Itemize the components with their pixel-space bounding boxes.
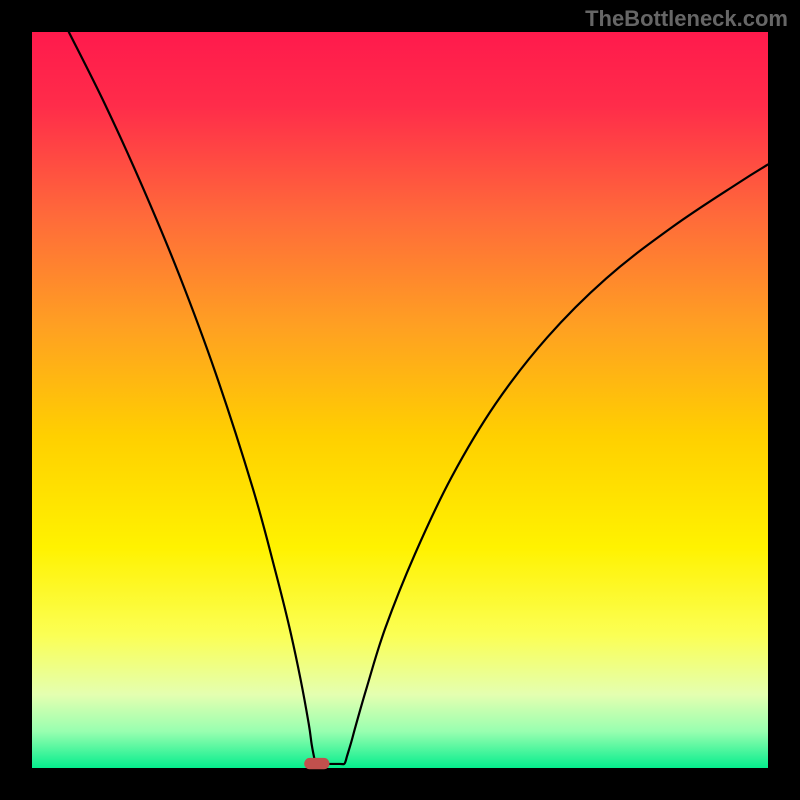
optimal-marker xyxy=(305,758,329,768)
watermark-text: TheBottleneck.com xyxy=(585,6,788,32)
plot-background xyxy=(32,32,768,768)
bottleneck-chart xyxy=(0,0,800,800)
